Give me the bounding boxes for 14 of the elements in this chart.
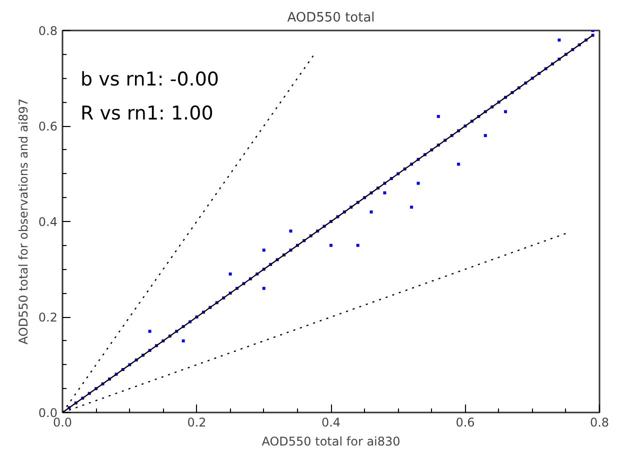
x-tick-label: 0.6 bbox=[456, 416, 475, 430]
y-tick-label: 0.4 bbox=[38, 215, 58, 229]
chart-title: AOD550 total bbox=[287, 10, 375, 26]
annotation: R vs rn1: 1.00 bbox=[80, 102, 214, 124]
x-axis-title: AOD550 total for ai830 bbox=[262, 434, 400, 448]
x-tick-label: 0.0 bbox=[52, 416, 72, 430]
x-tick-label: 0.8 bbox=[590, 416, 610, 430]
y-tick-label: 0.8 bbox=[38, 24, 58, 38]
annotation: b vs rn1: -0.00 bbox=[80, 68, 219, 90]
y-tick-label: 0.6 bbox=[38, 120, 58, 134]
y-axis-title: AOD550 total for observations and ai897 bbox=[16, 98, 30, 344]
x-tick-label: 0.2 bbox=[187, 416, 206, 430]
x-tick-label: 0.4 bbox=[321, 416, 341, 430]
y-tick-label: 0.2 bbox=[38, 310, 58, 324]
